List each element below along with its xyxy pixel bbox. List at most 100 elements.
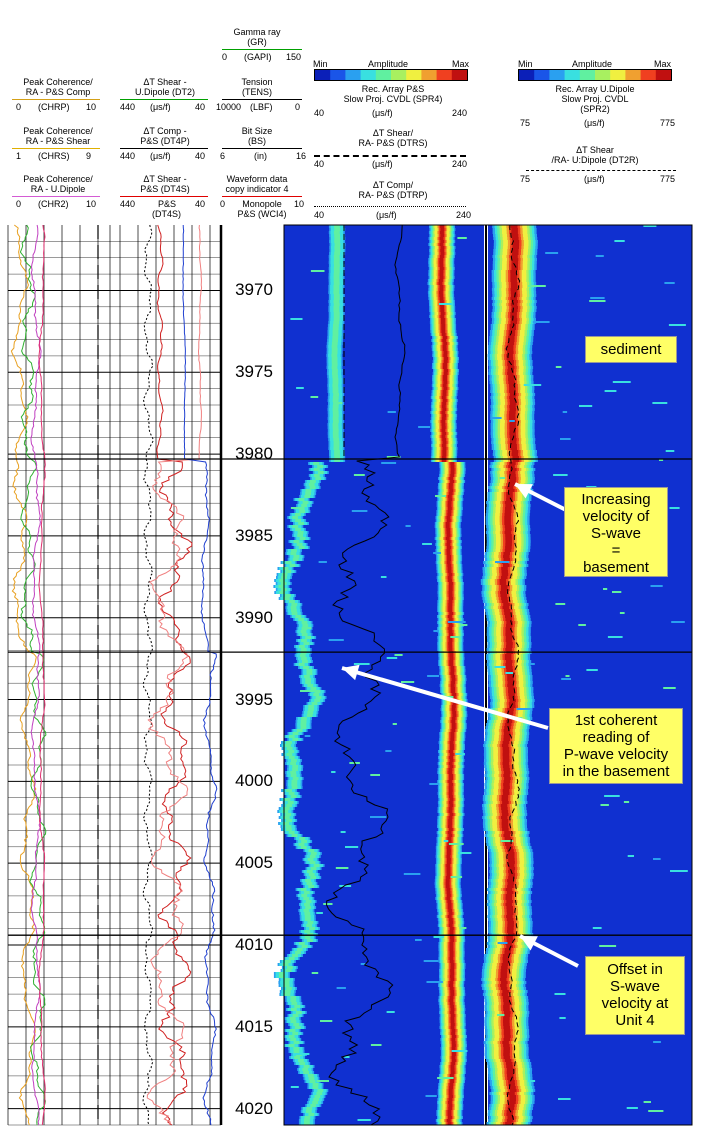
spr4-track-band (292, 552, 295, 555)
spr4-track-speckle (303, 627, 312, 629)
spr4-track-band (449, 582, 453, 585)
spr4-track-band (439, 243, 444, 246)
wci4-max: 10 (294, 199, 305, 209)
dt4p-line (120, 148, 208, 149)
spr4-track-band (450, 747, 454, 750)
spr4-track-band (292, 549, 296, 552)
spr4-track-speckle (422, 543, 432, 545)
spr4-track-band (445, 879, 450, 882)
spr4-track-band (296, 951, 300, 954)
spr4-track-band (448, 618, 453, 621)
spr4-track-band (288, 753, 291, 756)
spr4-track-speckle (323, 903, 333, 905)
spr4-track-band (334, 426, 337, 429)
spr4-track-band (310, 927, 314, 930)
spr4-track-band (448, 771, 453, 774)
spr4-track-band (442, 339, 447, 342)
spr4-track-band (306, 678, 310, 681)
spr4-track-band (315, 474, 318, 477)
spr4-track-band (450, 474, 455, 477)
spr4-track-band (442, 414, 447, 417)
spr4-track-band (440, 312, 445, 315)
spr4-track-band (450, 684, 455, 687)
spr4-track-band (441, 405, 446, 408)
spr4-track-speckle (429, 783, 438, 785)
spr4-track-band (446, 549, 451, 552)
spr4-track-speckle (445, 696, 454, 698)
spr4-track-band (439, 264, 444, 267)
chrp-mnem: (CHRP) (38, 102, 70, 112)
spr4-track-band (439, 258, 444, 261)
spr4-track-band (440, 225, 444, 228)
spr4-track-band (448, 615, 452, 618)
spr4-track-band (442, 408, 447, 411)
dt2r-title: ΔT Shear /RA- U:Dipole (DT2R) (551, 145, 639, 165)
spr4-track-band (449, 633, 453, 636)
spr4-track-speckle (310, 396, 319, 398)
spr4-track-band (294, 765, 297, 768)
spr4-track-band (441, 420, 446, 423)
spr2-scale-mid: Amplitude (572, 59, 613, 69)
spr4-track-band (288, 747, 291, 750)
spr4-track-band (448, 645, 453, 648)
spr4-track-speckle (387, 411, 396, 413)
spr4-track-band (447, 510, 452, 513)
spr4-track-band (443, 363, 447, 366)
spr4-track-band (287, 561, 290, 564)
spr4-track-band (335, 267, 338, 270)
spr4-track-band (449, 921, 454, 924)
spr4-track-band (449, 660, 454, 663)
spr4-track-band (452, 702, 457, 705)
spr4-track-band (447, 915, 452, 918)
spr4-track-band (300, 843, 303, 846)
spr4-track-band (440, 246, 445, 249)
spr4-track-speckle (427, 675, 440, 677)
spr4-track-band (292, 609, 296, 612)
spr4-track-band (306, 681, 310, 684)
spr4-track-speckle (318, 561, 327, 563)
spr4-track-band (334, 384, 337, 387)
spr4-track-band (304, 624, 307, 627)
spr4-track-speckle (300, 690, 317, 692)
spr4-track-band (298, 534, 302, 537)
spr4-track-band (293, 786, 296, 789)
spr4-track-band (334, 327, 337, 330)
spr4-track-band (287, 987, 291, 990)
spr4-track-band (440, 249, 445, 252)
spr4-track-speckle (403, 873, 421, 875)
spr4-track-band (317, 477, 320, 480)
spr4-track-band (443, 378, 447, 381)
spr4-track-band (284, 810, 287, 813)
spr4-track-band (446, 867, 451, 870)
spr4-track-band (451, 690, 455, 693)
colorbar-cell (640, 70, 657, 80)
spr4-scale-mid: Amplitude (368, 59, 409, 69)
spr4-track-band (336, 246, 339, 249)
tens-line (222, 99, 302, 100)
spr4-track-band (302, 846, 305, 849)
spr4-track-band (439, 294, 444, 297)
spr4-track-band (287, 813, 290, 816)
spr4-track-band (443, 351, 448, 354)
spr4-track-band (450, 1011, 455, 1014)
spr4-track-band (308, 672, 311, 675)
spr4-track-band (286, 960, 290, 963)
spr4-track-band (287, 741, 291, 744)
spr4-track-band (449, 957, 454, 960)
spr2-min: 75 (520, 118, 531, 128)
spr4-track-band (310, 849, 313, 852)
spr4-track-band (314, 462, 318, 465)
spr4-scale-min: Min (313, 59, 328, 69)
spr4-track-band (304, 666, 308, 669)
spr4-track-band (335, 312, 338, 315)
spr4-track-band (448, 600, 453, 603)
spr4-track-speckle (405, 525, 411, 527)
spr4-track-band (294, 525, 297, 528)
spr4-track-band (449, 987, 454, 990)
spr4-track-band (448, 825, 452, 828)
spr4-scale-max: Max (452, 59, 470, 69)
spr4-track-band (333, 348, 336, 351)
spr4-track-band (442, 402, 447, 405)
dt4s-title: ΔT Shear - P&S (DT4S) (140, 174, 190, 194)
spr4-track-band (301, 537, 304, 540)
